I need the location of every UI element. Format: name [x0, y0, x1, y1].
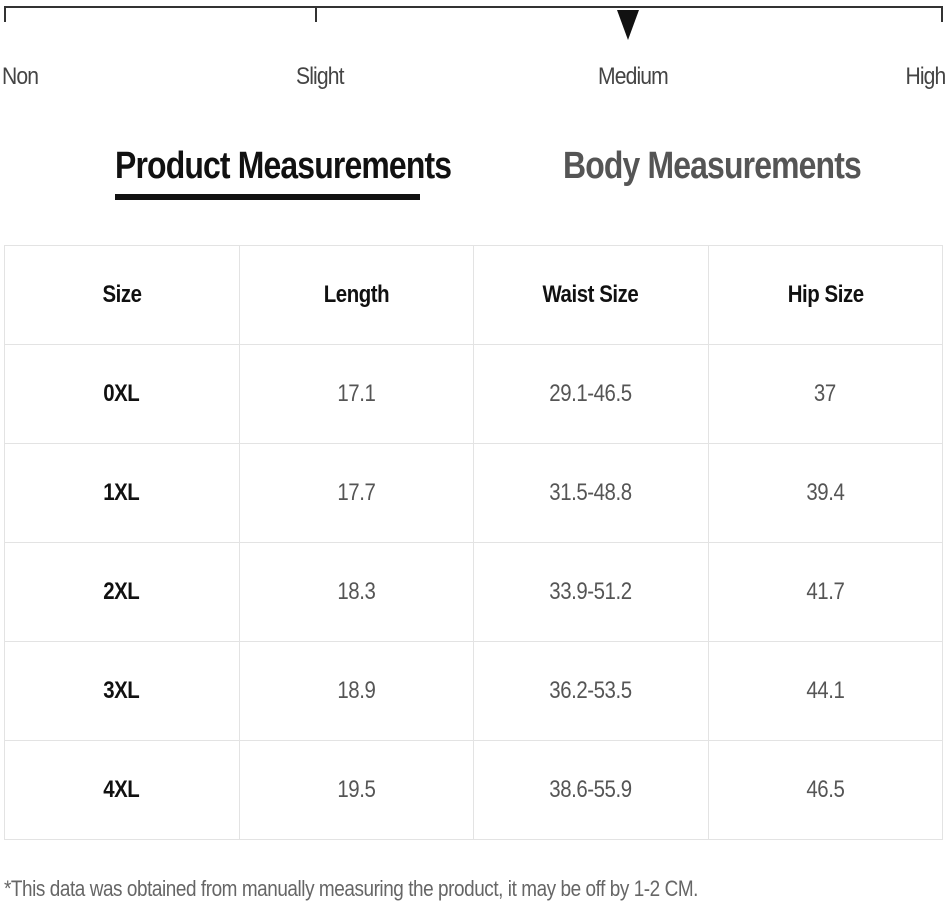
header-hip-size: Hip Size	[707, 245, 943, 345]
hip-cell: 46.5	[707, 740, 943, 840]
table-row: 1XL 17.7 31.5-48.8 39.4	[4, 443, 943, 543]
waist-cell: 36.2-53.5	[473, 641, 709, 741]
size-cell: 1XL	[4, 443, 240, 543]
size-cell: 0XL	[4, 344, 240, 444]
waist-cell: 33.9-51.2	[473, 542, 709, 642]
waist-cell: 38.6-55.9	[473, 740, 709, 840]
length-cell: 18.9	[238, 641, 474, 741]
length-cell: 17.7	[238, 443, 474, 543]
scale-tick-slight	[315, 8, 317, 22]
scale-label-medium: Medium	[598, 63, 669, 90]
table-row: 3XL 18.9 36.2-53.5 44.1	[4, 641, 943, 741]
scale-label-slight: Slight	[296, 63, 344, 90]
header-waist-size: Waist Size	[473, 245, 709, 345]
size-table: Size Length Waist Size Hip Size 0XL 17.1…	[4, 245, 943, 840]
hip-cell: 41.7	[707, 542, 943, 642]
hip-cell: 37	[707, 344, 943, 444]
hip-cell: 44.1	[707, 641, 943, 741]
table-row: 4XL 19.5 38.6-55.9 46.5	[4, 740, 943, 840]
header-length: Length	[238, 245, 474, 345]
active-tab-underline	[115, 194, 420, 200]
scale-tick-non	[4, 8, 6, 22]
length-cell: 18.3	[238, 542, 474, 642]
tab-product-measurements[interactable]: Product Measurements	[115, 145, 452, 187]
scale-tick-high	[941, 8, 943, 22]
stretch-scale: Non Slight Medium High	[0, 0, 947, 100]
scale-label-non: Non	[2, 63, 39, 90]
scale-label-high: High	[905, 63, 946, 90]
length-cell: 17.1	[238, 344, 474, 444]
size-cell: 4XL	[4, 740, 240, 840]
table-row: 2XL 18.3 33.9-51.2 41.7	[4, 542, 943, 642]
header-size: Size	[4, 245, 240, 345]
scale-track	[4, 6, 943, 8]
size-cell: 3XL	[4, 641, 240, 741]
hip-cell: 39.4	[707, 443, 943, 543]
measurement-footnote: *This data was obtained from manually me…	[4, 876, 698, 901]
scale-marker-icon	[617, 10, 639, 40]
size-cell: 2XL	[4, 542, 240, 642]
tab-body-measurements[interactable]: Body Measurements	[563, 145, 862, 187]
measurement-tabs: Product Measurements Body Measurements	[0, 138, 947, 208]
length-cell: 19.5	[238, 740, 474, 840]
waist-cell: 31.5-48.8	[473, 443, 709, 543]
table-row: 0XL 17.1 29.1-46.5 37	[4, 344, 943, 444]
table-header-row: Size Length Waist Size Hip Size	[4, 245, 943, 345]
waist-cell: 29.1-46.5	[473, 344, 709, 444]
size-table-container: Size Length Waist Size Hip Size 0XL 17.1…	[4, 245, 943, 840]
